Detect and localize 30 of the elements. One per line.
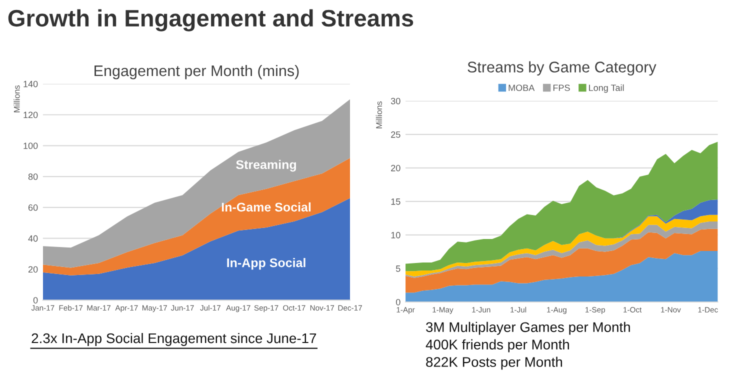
- y-tick-label: 0: [396, 298, 400, 306]
- y-tick-label: 120: [24, 112, 38, 118]
- y-tick-label: 20: [391, 164, 400, 172]
- text: 400K friends per Month: [426, 339, 569, 352]
- y-tick-label: 60: [28, 204, 38, 211]
- chart-title: Engagement per Month (mins): [94, 64, 299, 80]
- y-tick-label: 10: [391, 232, 400, 238]
- y-tick-label: 40: [28, 235, 38, 242]
- series-label: Streaming: [236, 160, 296, 172]
- y-tick-label: 25: [391, 131, 400, 138]
- text: 3M Multiplayer Games per Month: [426, 322, 630, 335]
- series-label: In-App Social: [227, 258, 306, 270]
- y-tick-label: 0: [33, 297, 38, 304]
- chart-title: Streams by Game Category: [468, 61, 656, 76]
- y-tick-label: 20: [28, 266, 38, 273]
- y-tick-label: 140: [24, 80, 38, 88]
- y-axis-title: Millions: [14, 85, 20, 112]
- y-tick-label: 15: [391, 198, 400, 205]
- legend-label: FPS: [553, 84, 570, 92]
- y-tick-label: 30: [390, 98, 400, 104]
- y-axis-title: Millions: [376, 101, 382, 128]
- y-tick-label: 100: [24, 142, 38, 150]
- y-tick-label: 5: [396, 266, 400, 272]
- text: Growth in Engagement and Streams: [8, 9, 414, 32]
- y-tick-label: 80: [28, 174, 38, 180]
- text: 822K Posts per Month: [426, 356, 562, 370]
- series-label: In-Game Social: [222, 202, 311, 212]
- text: 2.3x In-App Social Engagement since June-17: [32, 332, 316, 346]
- legend-label: Long Tail: [589, 84, 624, 93]
- legend-label: MOBA: [508, 84, 535, 92]
